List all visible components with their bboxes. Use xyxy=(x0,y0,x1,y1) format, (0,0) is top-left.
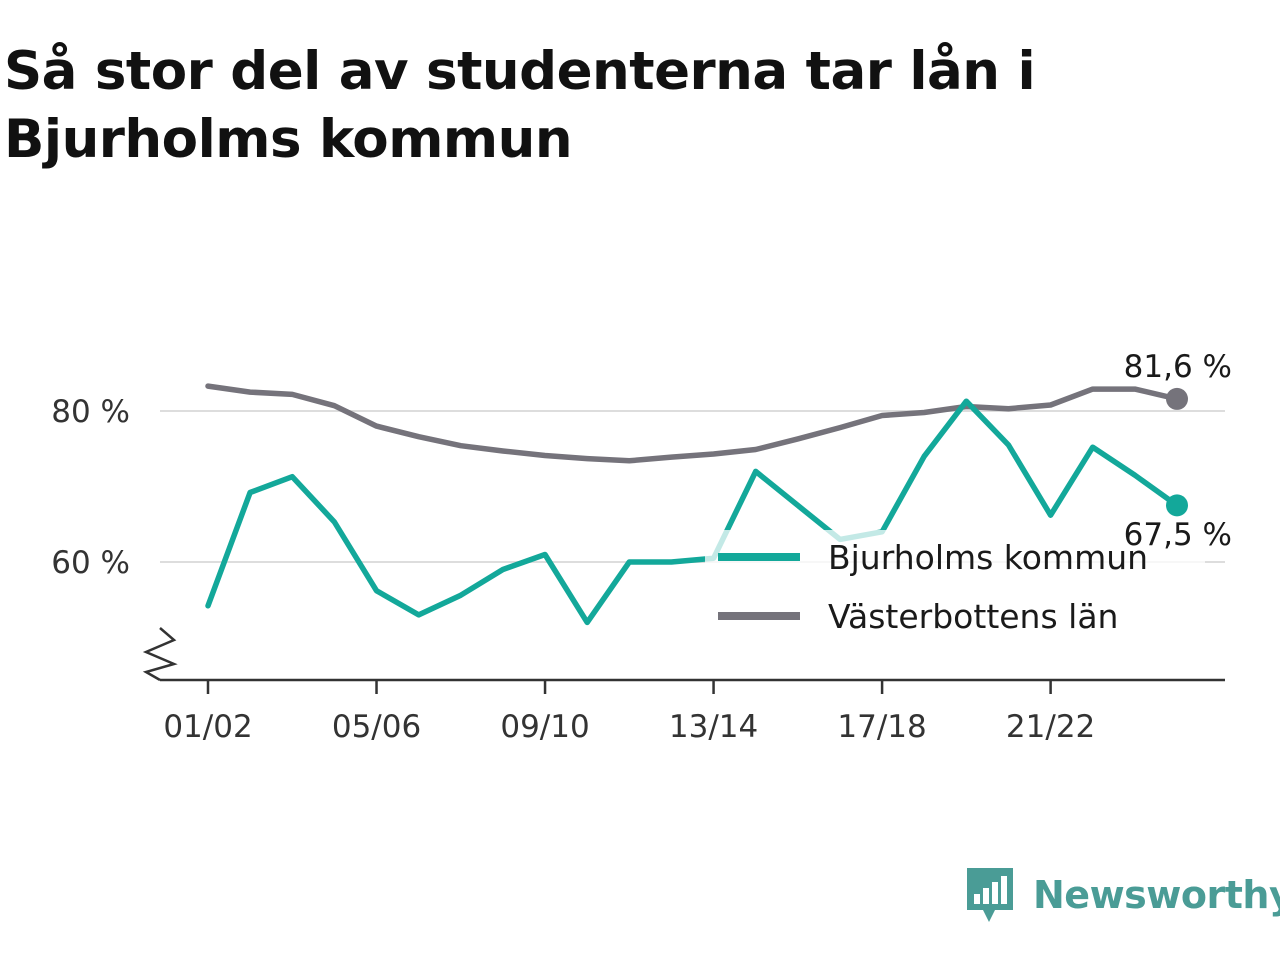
newsworthy-logo[interactable]: Newsworthy xyxy=(965,865,1280,925)
x-tick-label: 09/10 xyxy=(500,709,589,745)
series-end-point xyxy=(1166,387,1188,410)
brand-name: Newsworthy xyxy=(1033,873,1280,917)
legend-label: Bjurholms kommun xyxy=(828,538,1148,577)
legend: Bjurholms kommun Västerbottens län xyxy=(705,530,1205,648)
x-tick-label: 05/06 xyxy=(332,709,421,745)
end-label-bjurholms-kommun: 67,5 % xyxy=(1124,517,1232,553)
series-end-point xyxy=(1166,494,1188,517)
series-line-bjurholms-kommun xyxy=(205,398,1180,626)
y-tick-label: 80 % xyxy=(51,394,130,430)
y-tick-label: 60 % xyxy=(51,545,130,581)
newsworthy-logo-icon xyxy=(967,868,1013,922)
chart-title: Så stor del av studenterna tar lån i Bju… xyxy=(4,41,1036,170)
series-lines xyxy=(205,383,1188,626)
x-tick-label: 13/14 xyxy=(669,709,758,745)
x-tick-label: 01/02 xyxy=(163,709,252,745)
axis-break-icon xyxy=(142,627,178,682)
x-tick-label: 17/18 xyxy=(837,709,926,745)
x-axis: 01/02 05/06 09/10 13/14 17/18 21/22 xyxy=(142,627,1225,745)
end-label-vasterbottens-lan: 81,6 % xyxy=(1124,349,1232,385)
y-axis-ticks: 60 % 80 % xyxy=(51,394,130,581)
legend-background xyxy=(705,530,1205,648)
series-line-vasterbottens-lan xyxy=(205,383,1180,464)
x-tick-label: 21/22 xyxy=(1006,709,1095,745)
end-labels: 81,6 % 67,5 % xyxy=(1124,349,1232,553)
legend-label: Västerbottens län xyxy=(828,597,1118,636)
